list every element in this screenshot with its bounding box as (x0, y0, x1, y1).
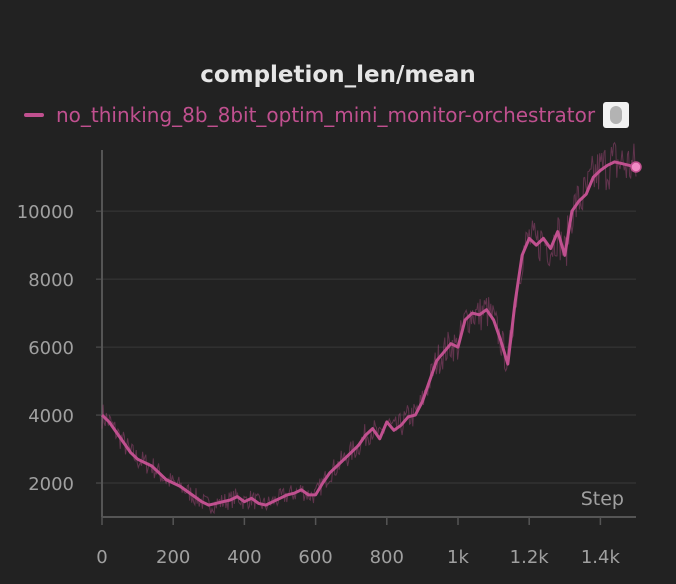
y-tick-label: 4000 (28, 406, 74, 427)
series-end-point (630, 161, 642, 173)
y-tick-label: 10000 (17, 202, 74, 223)
legend[interactable]: no_thinking_8b_8bit_optim_mini_monitor-o… (24, 102, 630, 128)
x-tick-label: 200 (156, 547, 190, 568)
x-tick-label: 0 (96, 547, 107, 568)
x-tick-label: 1.4k (581, 547, 621, 568)
series-layer (100, 141, 642, 515)
y-tick-label: 2000 (28, 474, 74, 495)
y-tick-label: 8000 (28, 270, 74, 291)
x-axis-title: Step (581, 488, 624, 510)
axes (96, 150, 636, 525)
y-tick-label: 6000 (28, 338, 74, 359)
x-tick-label: 600 (298, 547, 332, 568)
x-tick-label: 1k (447, 547, 469, 568)
x-tick-label: 400 (227, 547, 261, 568)
legend-swatch (24, 113, 44, 117)
series-line (100, 160, 637, 507)
chart-title: completion_len/mean (200, 62, 476, 88)
raw-series-line (101, 141, 637, 515)
legend-series-label[interactable]: no_thinking_8b_8bit_optim_mini_monitor-o… (56, 103, 596, 127)
x-tick-label: 800 (370, 547, 404, 568)
grid-lines (102, 210, 636, 484)
tick-labels: 2000 4000 6000 8000 10000 0 200 400 600 800 1k 1.2k… (17, 202, 621, 568)
legend-toggle-icon[interactable] (603, 102, 630, 128)
x-tick-label: 1.2k (510, 547, 550, 568)
